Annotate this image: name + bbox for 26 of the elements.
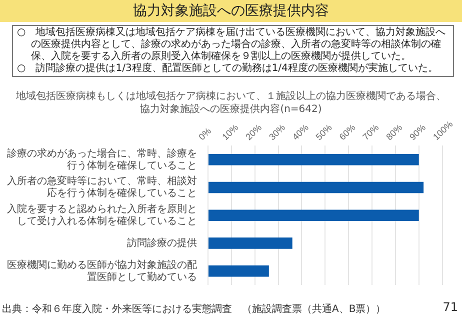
bar xyxy=(208,265,269,277)
x-tick-label: 80% xyxy=(384,122,404,142)
x-tick-label: 50% xyxy=(314,122,334,142)
x-tick-label: 30% xyxy=(267,122,287,142)
x-tick-label: 0% xyxy=(196,126,214,142)
bar xyxy=(208,210,419,221)
bar xyxy=(208,238,292,249)
chart-subtitle: 地域包括医療病棟もしくは地域包括ケア病棟において、１施設以上の協力医療機関である場合、 xyxy=(15,90,447,103)
y-tick-label: 入院を要すると認められた入所者を原則として受け入れる体制を確保していること xyxy=(7,203,197,228)
x-tick-label: 10% xyxy=(220,122,240,142)
y-tick-label: 診療の求めがあった場合に、常時、診療を行う体制を確保していること xyxy=(7,147,197,172)
text: ○ 訪問診療の提供は1/3程度、配置医師としての勤務は1/4程度の医療機関が実施していた。 xyxy=(17,63,439,75)
text: ○ 地域包括医療病棟又は地域包括ケア病棟を届け出ている医療機関において、協力対象施設への医療提供内容として、診療の求めがあった場合の診療、入所者の急変時等の相談体制の確保、入院を要する入所者の原則受入体制確保を９割以上の医療機関が提供していた。 xyxy=(17,27,447,62)
chart-title: 協力対象施設への医療提供内容(n=642) xyxy=(139,102,323,116)
source-note: 出典：令和６年度入院・外来医等における実態調査 （施設調査票（共通A、B票）） xyxy=(2,302,386,316)
bar xyxy=(208,154,419,166)
text: 71 xyxy=(442,300,458,314)
x-tick-label: 90% xyxy=(408,122,428,142)
x-tick-label: 40% xyxy=(290,122,310,142)
y-tick-label: 訪問診療の提供 xyxy=(127,236,197,249)
y-tick-label: 入所者の急変時等において、常時、相談対応を行う体制を確保していること xyxy=(7,175,197,200)
bar xyxy=(208,182,424,194)
y-tick-label: 医療機関に勤める医師が協力対象施設の配置医師として勤めている xyxy=(7,258,197,283)
x-tick-label: 70% xyxy=(360,122,381,142)
text: 協力対象施設への医療提供内容 xyxy=(0,0,462,22)
x-tick-label: 60% xyxy=(337,122,358,142)
